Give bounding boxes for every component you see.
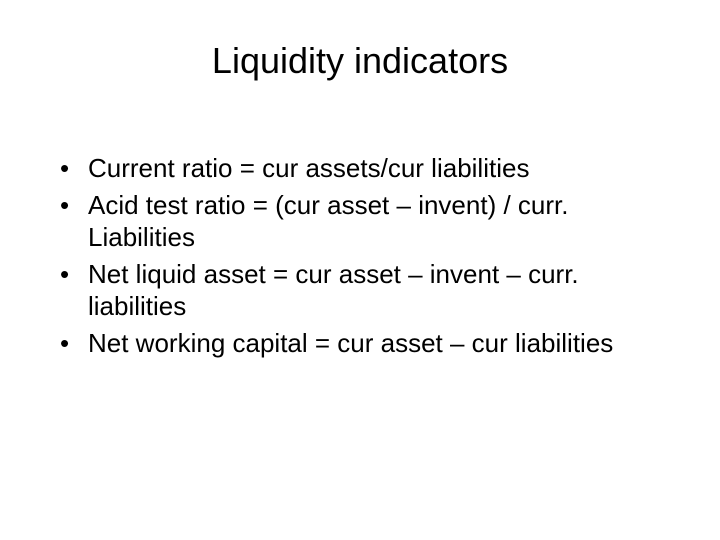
bullet-item: Net liquid asset = cur asset – invent – … [60, 258, 670, 323]
slide-title: Liquidity indicators [50, 40, 670, 82]
bullet-item: Acid test ratio = (cur asset – invent) /… [60, 189, 670, 254]
bullet-item: Current ratio = cur assets/cur liabiliti… [60, 152, 670, 185]
bullet-list: Current ratio = cur assets/cur liabiliti… [50, 152, 670, 359]
bullet-item: Net working capital = cur asset – cur li… [60, 327, 670, 360]
